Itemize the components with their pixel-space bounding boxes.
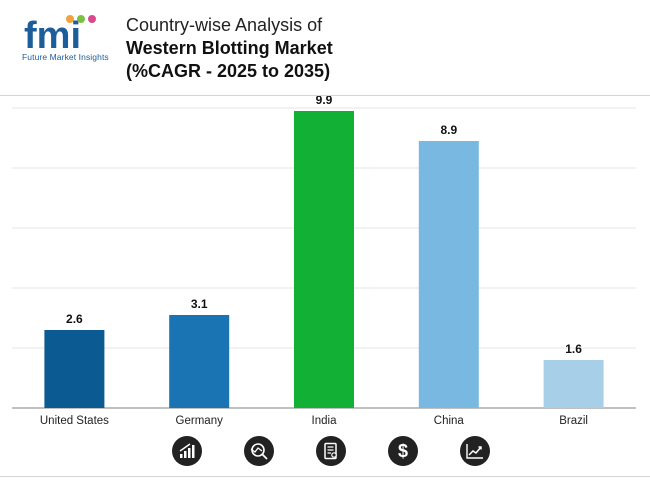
bar-germany xyxy=(169,315,230,408)
data-label: 3.1 xyxy=(191,297,208,311)
x-tick-label: China xyxy=(434,415,465,427)
bar-brazil xyxy=(543,360,604,408)
icon-row: $ xyxy=(0,436,650,470)
data-label: 8.9 xyxy=(440,123,457,137)
footer-divider xyxy=(0,476,650,477)
header: fmi Future Market Insights Country-wise … xyxy=(0,0,650,96)
bar-chart-growth-icon xyxy=(172,436,202,466)
bar-chart: 2.6 United States 3.1 Germany 9.9 India 8.9 Chi… xyxy=(12,96,636,427)
chart-title: Country-wise Analysis of Western Blottin… xyxy=(126,14,333,83)
bar-china xyxy=(418,141,479,408)
data-label: 1.6 xyxy=(565,342,582,356)
title-line-1: Country-wise Analysis of xyxy=(126,15,323,35)
logo-tagline: Future Market Insights xyxy=(22,52,109,62)
report-document-icon xyxy=(316,436,346,466)
header-divider xyxy=(0,95,650,96)
svg-text:$: $ xyxy=(398,441,408,461)
bar-india xyxy=(294,111,354,408)
trend-magnifier-icon xyxy=(244,436,274,466)
data-label: 9.9 xyxy=(316,96,333,107)
bar-united-states xyxy=(44,330,105,408)
title-line-3: (%CAGR - 2025 to 2035) xyxy=(126,61,331,81)
x-tick-label: Germany xyxy=(176,415,224,427)
data-label: 2.6 xyxy=(66,312,83,326)
x-tick-label: United States xyxy=(40,415,109,427)
x-tick-label: Brazil xyxy=(559,415,588,427)
fmi-logo: fmi xyxy=(24,15,96,57)
dollar-icon: $ xyxy=(388,436,418,466)
title-line-2: Western Blotting Market xyxy=(126,38,333,58)
x-tick-label: India xyxy=(312,415,338,427)
line-chart-icon xyxy=(460,436,490,466)
